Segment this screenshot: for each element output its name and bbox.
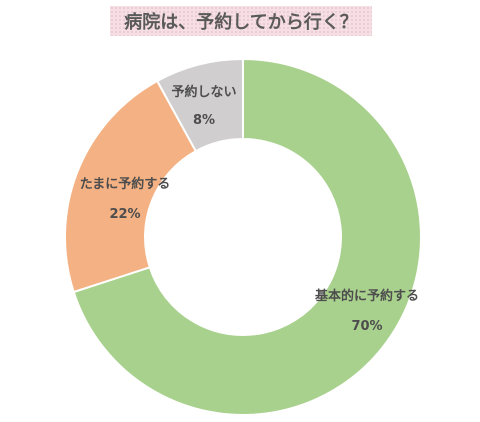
slice-label-2: 予約しない [171,84,236,100]
donut-slice-1 [64,79,198,294]
slice-label-0: 基本的に予約する [314,288,419,304]
slice-value-label-2: 8% [193,113,215,128]
slice-label-1: たまに予約する [80,176,171,192]
chart-title-box: 病院は、予約してから行く？ [110,6,372,36]
donut-slice-0 [72,57,422,416]
slice-value-label-0: 70% [351,319,382,334]
chart-title: 病院は、予約してから行く？ [124,12,358,33]
slice-value-label-1: 22% [109,207,140,222]
donut-slices [64,57,422,416]
donut-slice-2 [155,57,244,153]
